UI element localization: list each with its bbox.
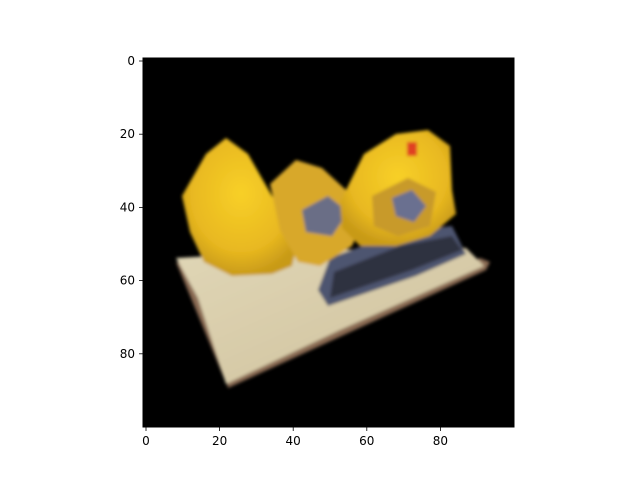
y-axis: 0 20 40 60 80 [120,54,143,361]
y-tick-label-0: 0 [127,54,135,68]
x-tick-label-0: 0 [142,434,150,448]
blue-patch [392,190,426,222]
x-axis: 0 20 40 60 80 [142,427,448,448]
rendered-object [176,130,490,388]
y-tick-label-40: 40 [120,200,135,214]
axes-frame [142,57,515,428]
y-tick-label-60: 60 [120,274,135,288]
x-tick-label-20: 20 [212,434,227,448]
y-tick-label-20: 20 [120,127,135,141]
yellow-mound [182,138,300,276]
middle-blue-patch [302,196,348,236]
slate-shadow [330,236,462,298]
x-tick-label-40: 40 [286,434,301,448]
x-tick-label-80: 80 [433,434,448,448]
y-tick-label-80: 80 [120,347,135,361]
red-spot [407,142,417,156]
tray-floor [176,248,484,384]
x-tick-label-60: 60 [359,434,374,448]
